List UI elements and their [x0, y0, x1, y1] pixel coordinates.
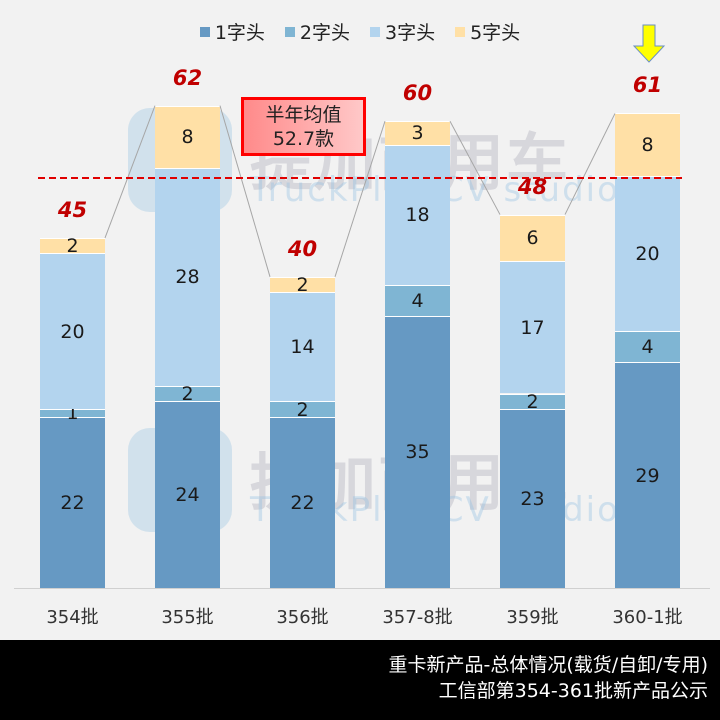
bar-segment-value: 14: [290, 336, 315, 359]
bar-segment: 29: [615, 362, 680, 588]
legend-swatch-icon: [199, 26, 210, 37]
legend: 1字头 2字头 3字头 5字头: [0, 18, 720, 45]
bar-segment: 17: [500, 261, 565, 394]
bar-segment: 35: [385, 315, 450, 588]
legend-item: 3字头: [370, 18, 435, 45]
bar-segment: 18: [385, 144, 450, 285]
x-axis-tick-label: 360-1批: [612, 607, 683, 628]
bar-segment: 23: [500, 409, 565, 588]
average-callout-title: 半年均值: [265, 104, 342, 126]
legend-label: 1字头: [214, 22, 265, 44]
bar-segment-value: 2: [66, 235, 79, 258]
bar-segment: 8: [615, 113, 680, 176]
bar-segment: 20: [615, 175, 680, 332]
footer-title: 重卡新产品-总体情况(载货/自卸/专用): [388, 654, 709, 676]
footer-subtitle: 工信部第354-361批新产品公示: [438, 680, 708, 702]
bar-segment: 22: [270, 416, 335, 588]
bar-segment-value: 20: [60, 320, 85, 343]
bar-segment: 2: [155, 383, 220, 405]
bar-segment: 14: [270, 292, 335, 402]
x-axis-tick-label: 356批: [276, 607, 329, 628]
legend-label: 3字头: [385, 22, 436, 44]
x-axis-line: [14, 588, 710, 589]
bar-segment: 2: [270, 399, 335, 421]
bar-segment-value: 4: [411, 289, 424, 312]
bar-segment: 3: [385, 121, 450, 145]
bar-segment-value: 4: [641, 336, 654, 359]
bar-segment: 8: [155, 105, 220, 168]
legend-swatch-icon: [455, 26, 466, 37]
footer-banner: 重卡新产品-总体情况(载货/自卸/专用) 工信部第354-361批新产品公示: [0, 640, 720, 720]
bar-segment: 2: [500, 390, 565, 413]
bar-segment-value: 20: [635, 242, 660, 265]
bar-segment: 24: [155, 401, 220, 588]
bar-segment: 22: [40, 416, 105, 588]
legend-swatch-icon: [284, 26, 295, 37]
x-axis-tick-label: 354批: [46, 607, 99, 628]
legend-item: 2字头: [284, 18, 350, 45]
legend-label: 2字头: [299, 22, 350, 44]
bar-segment-value: 23: [520, 488, 545, 511]
bar-segment: 4: [385, 284, 450, 316]
average-callout-value: 52.7款: [272, 128, 335, 150]
bar-segment-value: 3: [411, 122, 424, 145]
bar-segment: 28: [155, 167, 220, 386]
legend-label: 5字头: [470, 22, 521, 44]
bar-segment-value: 8: [641, 134, 654, 157]
legend-item: 5字头: [455, 18, 520, 45]
bar-segment-value: 8: [181, 126, 194, 149]
bar-segment-value: 2: [296, 274, 309, 297]
bar-segment-value: 22: [290, 491, 315, 514]
bar-total-label: 40: [287, 236, 318, 261]
bar-segment-value: 6: [526, 227, 539, 250]
bar-segment-value: 35: [405, 441, 430, 464]
x-axis-tick-label: 357-8批: [382, 607, 453, 628]
bar-segment-value: 29: [635, 464, 660, 487]
bar-segment-value: 18: [405, 204, 430, 227]
bar-segment-value: 24: [175, 484, 200, 507]
bar-segment-value: 2: [526, 390, 539, 413]
x-axis-tick-label: 359批: [506, 607, 559, 628]
bar-segment-value: 17: [520, 316, 545, 339]
x-axis-tick-label: 355批: [161, 607, 214, 628]
bar-total-label: 60: [402, 81, 433, 106]
bar-segment: 20: [40, 253, 105, 410]
bar-segment: 4: [615, 331, 680, 363]
average-callout: 半年均值 52.7款: [241, 97, 366, 156]
bar-segment: 2: [40, 235, 105, 258]
bar-segment-value: 2: [181, 383, 194, 405]
chart-area: 提加商用车 TruckPlus CV studio 提加商用车 TruckPlu…: [14, 24, 710, 628]
bar-segment: 6: [500, 214, 565, 262]
bar-segment-value: 22: [60, 491, 85, 514]
bar-total-label: 45: [57, 197, 88, 222]
legend-item: 1字头: [199, 18, 265, 45]
bar-total-label: 62: [172, 65, 203, 90]
bar-segment-value: 28: [175, 266, 200, 289]
bar-total-label: 61: [632, 73, 663, 98]
bar-segment: 2: [270, 274, 335, 297]
bar-segment-value: 2: [296, 398, 309, 421]
connector-lines: [38, 105, 682, 277]
legend-swatch-icon: [370, 26, 380, 37]
